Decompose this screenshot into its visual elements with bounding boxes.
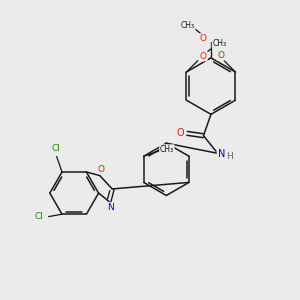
Text: O: O <box>98 164 105 173</box>
Text: O: O <box>200 34 207 43</box>
Text: Cl: Cl <box>52 144 61 153</box>
Text: H: H <box>226 152 233 161</box>
Text: O: O <box>177 128 184 138</box>
Text: O: O <box>200 52 207 61</box>
Text: CH₃: CH₃ <box>212 39 226 48</box>
Text: CH₃: CH₃ <box>181 21 195 30</box>
Text: N: N <box>218 148 225 159</box>
Text: Cl: Cl <box>35 212 44 221</box>
Text: N: N <box>107 203 114 212</box>
Text: CH₃: CH₃ <box>160 145 174 154</box>
Text: O: O <box>217 51 224 60</box>
